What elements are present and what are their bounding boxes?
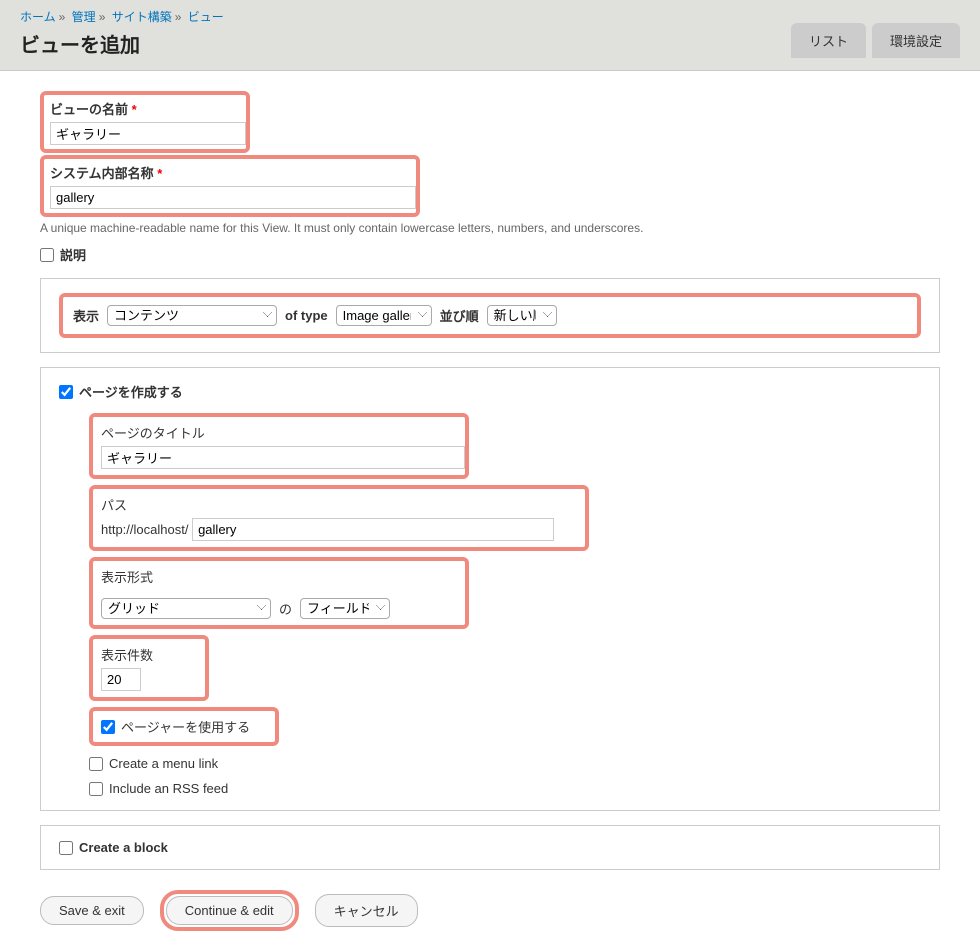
machine-name-input[interactable]: [50, 186, 416, 209]
breadcrumb-structure[interactable]: サイト構築: [112, 10, 172, 24]
of-type-select[interactable]: Image gallery: [336, 305, 432, 326]
pager-checkbox[interactable]: [101, 720, 115, 734]
cancel-button[interactable]: キャンセル: [315, 894, 418, 927]
create-page-checkbox[interactable]: [59, 385, 73, 399]
view-name-label: ビューの名前 *: [50, 99, 240, 118]
description-checkbox[interactable]: [40, 248, 54, 262]
machine-name-help: A unique machine-readable name for this …: [40, 221, 940, 235]
create-block-label: Create a block: [79, 840, 168, 855]
show-select[interactable]: コンテンツ: [107, 305, 277, 326]
page-title: ビューを追加: [20, 29, 224, 58]
page-title-input[interactable]: [101, 446, 465, 469]
settings-button[interactable]: 環境設定: [872, 23, 960, 58]
create-page-label: ページを作成する: [79, 382, 183, 401]
of-type-label: of type: [285, 308, 328, 323]
show-label: 表示: [73, 306, 99, 325]
breadcrumb: ホーム» 管理» サイト構築» ビュー: [20, 8, 224, 25]
save-exit-button[interactable]: Save & exit: [40, 896, 144, 925]
list-button[interactable]: リスト: [791, 23, 866, 58]
display-format-select[interactable]: グリッド: [101, 598, 271, 619]
sort-label: 並び順: [440, 306, 479, 325]
sort-select[interactable]: 新しい順: [487, 305, 557, 326]
rss-label: Include an RSS feed: [109, 781, 228, 796]
items-input[interactable]: [101, 668, 141, 691]
of-label: の: [279, 599, 292, 618]
machine-name-label: システム内部名称 *: [50, 163, 410, 182]
breadcrumb-view[interactable]: ビュー: [188, 10, 224, 24]
breadcrumb-home[interactable]: ホーム: [20, 10, 56, 24]
path-base: http://localhost/: [101, 522, 188, 537]
continue-edit-button[interactable]: Continue & edit: [166, 896, 293, 925]
menu-link-checkbox[interactable]: [89, 757, 103, 771]
rss-checkbox[interactable]: [89, 782, 103, 796]
items-label: 表示件数: [101, 645, 197, 664]
menu-link-label: Create a menu link: [109, 756, 218, 771]
create-block-checkbox[interactable]: [59, 841, 73, 855]
pager-label: ページャーを使用する: [121, 717, 250, 736]
header-bar: ホーム» 管理» サイト構築» ビュー ビューを追加 リスト 環境設定: [0, 0, 980, 71]
breadcrumb-admin[interactable]: 管理: [72, 10, 96, 24]
path-label: パス: [101, 495, 577, 514]
display-fields-select[interactable]: フィールド: [300, 598, 390, 619]
display-format-label: 表示形式: [101, 567, 457, 586]
view-name-input[interactable]: [50, 122, 246, 145]
page-title-label: ページのタイトル: [101, 423, 457, 442]
path-input[interactable]: [192, 518, 554, 541]
description-label: 説明: [60, 245, 86, 264]
